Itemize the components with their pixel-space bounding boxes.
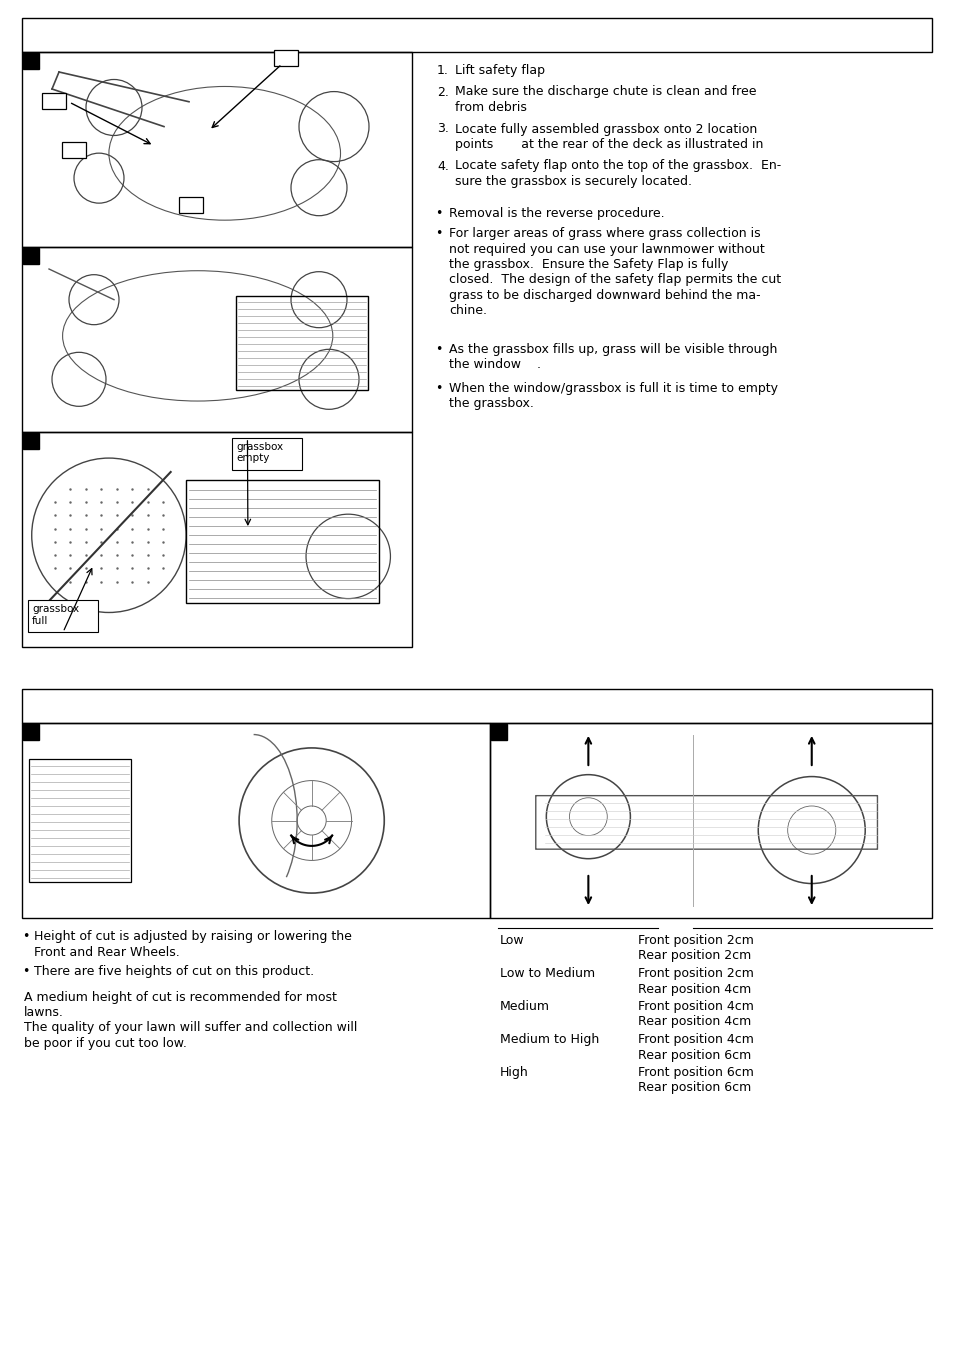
Text: grassbox
full: grassbox full (32, 605, 79, 626)
Text: A medium height of cut is recommended for most: A medium height of cut is recommended fo… (24, 991, 336, 1003)
Bar (186, 481, 378, 603)
Text: Locate fully assembled grassbox onto 2 location: Locate fully assembled grassbox onto 2 l… (455, 123, 757, 135)
Text: Low: Low (499, 934, 524, 946)
Text: grass to be discharged downward behind the ma-: grass to be discharged downward behind t… (449, 289, 760, 302)
Text: Height of cut is adjusted by raising or lowering the: Height of cut is adjusted by raising or … (34, 930, 352, 944)
Text: Locate safety flap onto the top of the grassbox.  En-: Locate safety flap onto the top of the g… (455, 159, 781, 173)
Text: Front position 4cm: Front position 4cm (638, 1033, 753, 1046)
Bar (42, 93, 66, 109)
Bar (22, 432, 412, 647)
Text: High: High (499, 1066, 528, 1079)
Text: Front and Rear Wheels.: Front and Rear Wheels. (34, 945, 179, 958)
Bar (491, 724, 506, 740)
Bar (233, 437, 302, 470)
Text: from debris: from debris (455, 101, 526, 113)
Text: For larger areas of grass where grass collection is: For larger areas of grass where grass co… (449, 227, 760, 240)
Text: 1.: 1. (436, 63, 449, 77)
Text: sure the grassbox is securely located.: sure the grassbox is securely located. (455, 176, 691, 188)
Text: Rear position 4cm: Rear position 4cm (638, 983, 750, 995)
Text: Medium: Medium (499, 1000, 550, 1012)
Text: Lift safety flap: Lift safety flap (455, 63, 544, 77)
Text: •: • (435, 382, 442, 396)
Bar (62, 142, 86, 158)
Text: not required you can use your lawnmower without: not required you can use your lawnmower … (449, 243, 764, 255)
Text: lawns.: lawns. (24, 1006, 64, 1019)
Text: chine.: chine. (449, 305, 486, 317)
Text: the window    .: the window . (449, 359, 540, 371)
Bar (274, 50, 297, 66)
Bar (22, 53, 412, 247)
Text: Rear position 2cm: Rear position 2cm (638, 949, 750, 963)
Text: Make sure the discharge chute is clean and free: Make sure the discharge chute is clean a… (455, 85, 756, 99)
Text: Medium to High: Medium to High (499, 1033, 598, 1046)
Bar (22, 247, 412, 432)
Text: grassbox
empty: grassbox empty (236, 441, 283, 463)
Text: •: • (435, 207, 442, 220)
Text: 4.: 4. (436, 159, 449, 173)
Text: be poor if you cut too low.: be poor if you cut too low. (24, 1037, 187, 1050)
Text: Rear position 6cm: Rear position 6cm (638, 1081, 750, 1095)
Bar (22, 688, 931, 724)
Text: Rear position 6cm: Rear position 6cm (638, 1049, 750, 1061)
Bar (22, 18, 931, 53)
Text: •: • (435, 227, 442, 240)
Text: points       at the rear of the deck as illustrated in: points at the rear of the deck as illust… (455, 138, 762, 151)
Bar (23, 248, 39, 265)
Bar (23, 433, 39, 450)
Text: the grassbox.  Ensure the Safety Flap is fully: the grassbox. Ensure the Safety Flap is … (449, 258, 727, 271)
Text: There are five heights of cut on this product.: There are five heights of cut on this pr… (34, 965, 314, 977)
Text: Front position 2cm: Front position 2cm (638, 967, 753, 980)
Text: •: • (435, 343, 442, 356)
Text: 3.: 3. (436, 123, 449, 135)
Text: Front position 6cm: Front position 6cm (638, 1066, 753, 1079)
Text: Rear position 4cm: Rear position 4cm (638, 1015, 750, 1029)
Text: When the window/grassbox is full it is time to empty: When the window/grassbox is full it is t… (449, 382, 778, 396)
Text: 2.: 2. (436, 85, 449, 99)
Bar (28, 601, 98, 632)
Bar (23, 724, 39, 740)
Text: Low to Medium: Low to Medium (499, 967, 595, 980)
Text: Front position 4cm: Front position 4cm (638, 1000, 753, 1012)
Bar (490, 724, 931, 918)
Text: As the grassbox fills up, grass will be visible through: As the grassbox fills up, grass will be … (449, 343, 777, 356)
Bar (236, 296, 367, 390)
Bar (29, 760, 131, 882)
Text: the grassbox.: the grassbox. (449, 397, 534, 410)
Text: •: • (22, 930, 30, 944)
Text: •: • (22, 965, 30, 977)
Bar (179, 197, 203, 212)
Text: The quality of your lawn will suffer and collection will: The quality of your lawn will suffer and… (24, 1022, 357, 1034)
Text: Removal is the reverse procedure.: Removal is the reverse procedure. (449, 207, 664, 220)
Bar (22, 724, 490, 918)
Text: closed.  The design of the safety flap permits the cut: closed. The design of the safety flap pe… (449, 274, 781, 286)
Text: Front position 2cm: Front position 2cm (638, 934, 753, 946)
Bar (23, 53, 39, 69)
